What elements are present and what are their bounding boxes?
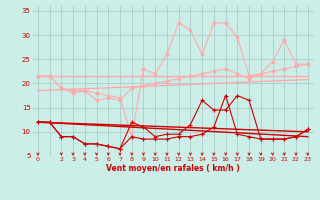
X-axis label: Vent moyen/en rafales ( km/h ): Vent moyen/en rafales ( km/h ) [106, 164, 240, 173]
